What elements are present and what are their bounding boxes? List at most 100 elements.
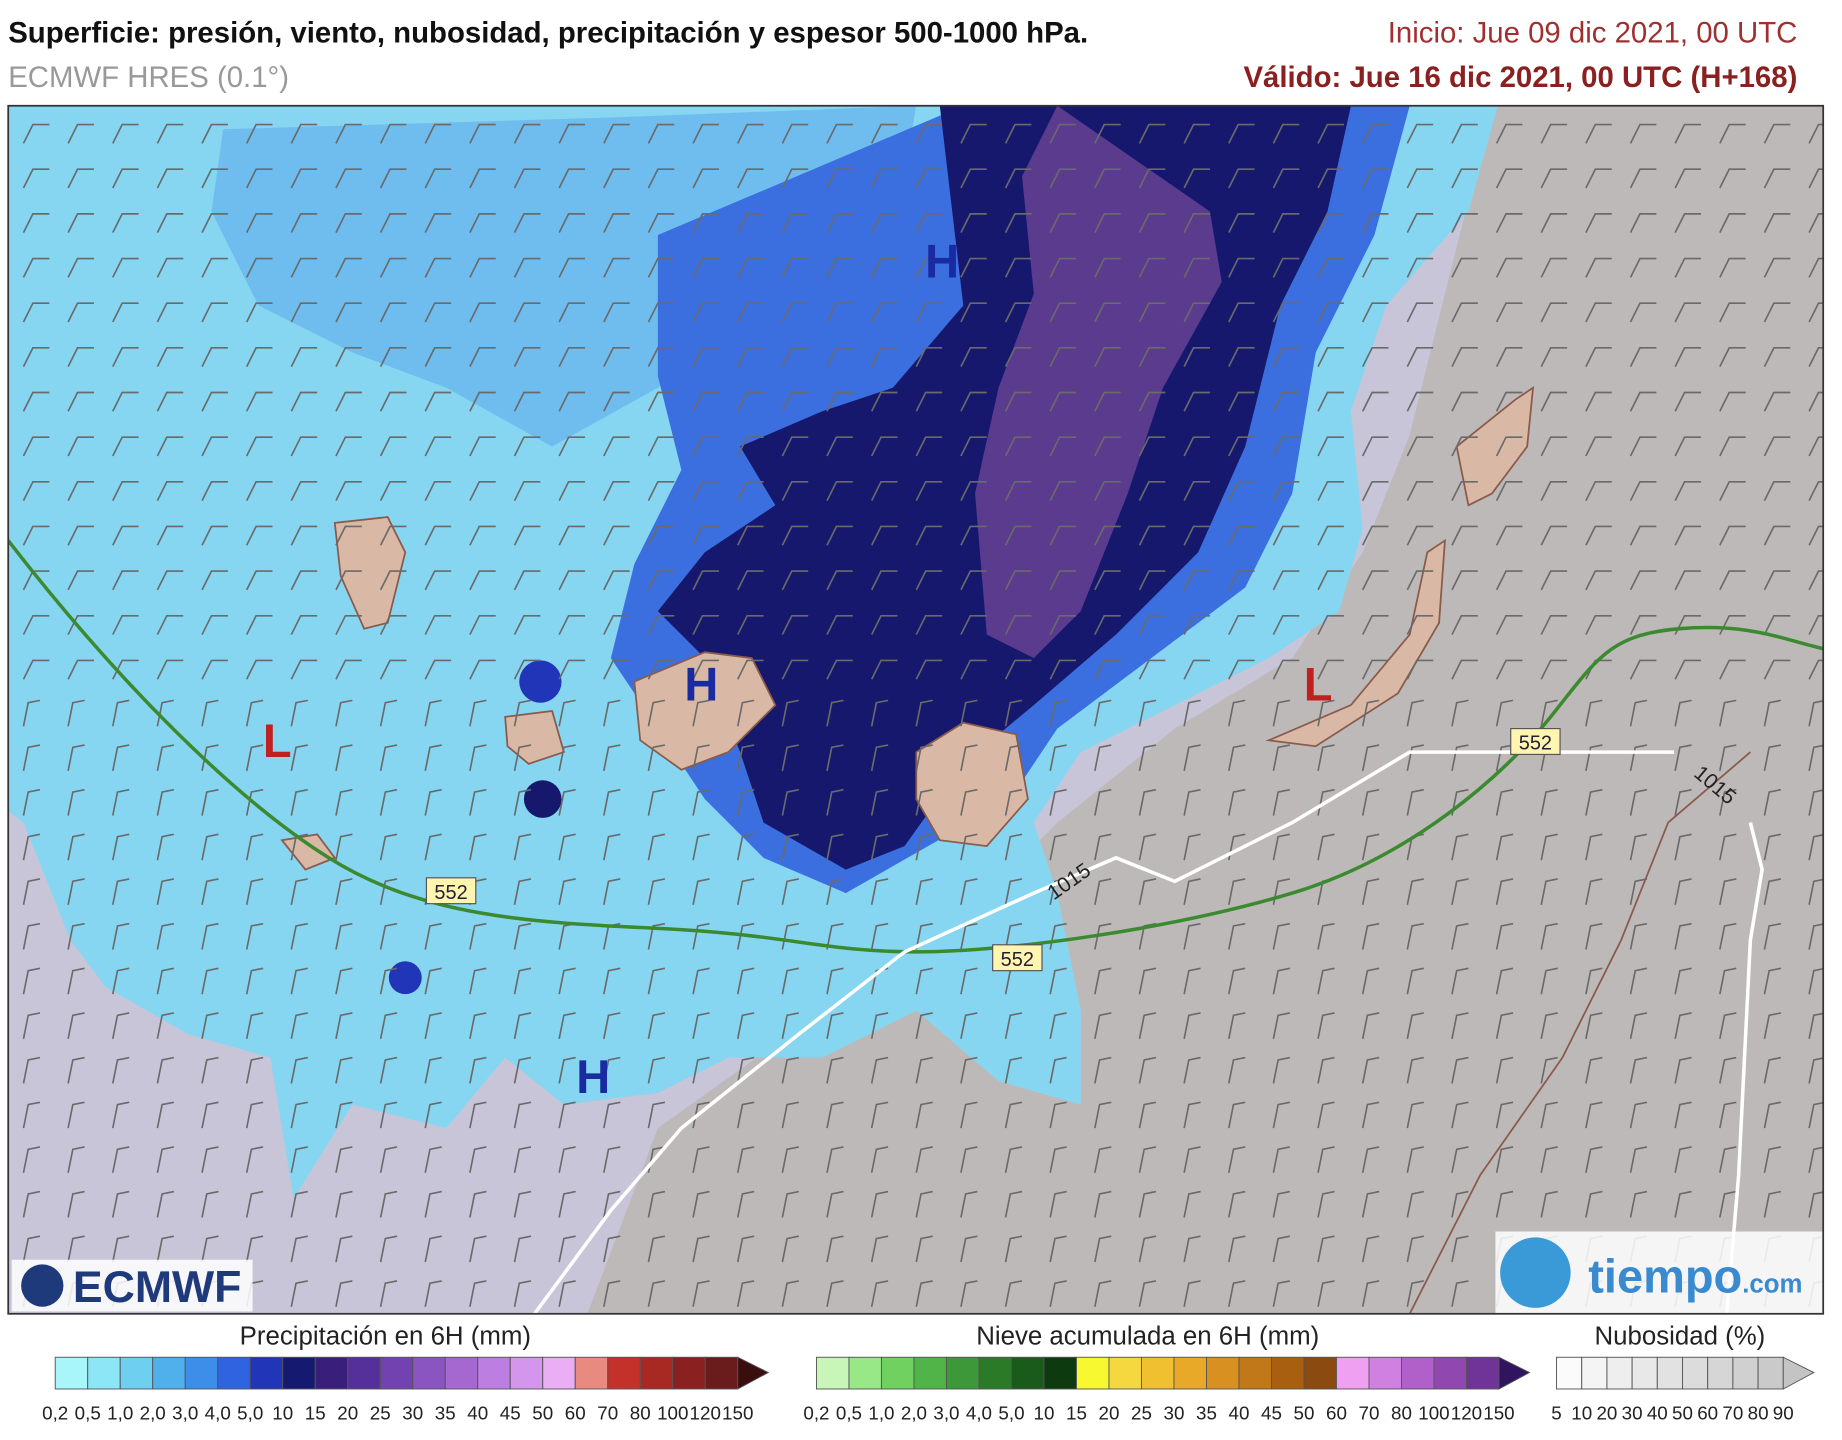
wind-barb <box>379 302 407 323</box>
wind-barb <box>558 1146 576 1173</box>
wind-barb <box>915 878 933 906</box>
ecmwf-logo: ECMWF <box>73 1263 242 1312</box>
wind-barb <box>1361 699 1380 727</box>
wind-barb <box>1719 788 1737 816</box>
wind-barb <box>22 302 50 323</box>
wind-barb <box>1540 1012 1558 1039</box>
wind-barb <box>1406 1056 1424 1084</box>
legend-swatch <box>249 1356 284 1390</box>
wind-barb <box>736 1012 755 1039</box>
wind-barb <box>1138 1280 1157 1307</box>
wind-barb <box>915 967 933 995</box>
wind-barb <box>692 1012 710 1039</box>
wind-barb <box>1004 788 1023 816</box>
wind-barb <box>469 302 496 323</box>
legend-swatch <box>54 1356 89 1390</box>
wind-barb <box>1183 1146 1201 1173</box>
wind-barb <box>1585 436 1612 457</box>
wind-barb <box>469 1056 487 1084</box>
wind-barb <box>1094 659 1121 680</box>
wind-barb <box>1451 967 1469 995</box>
wind-barb <box>1495 1146 1514 1173</box>
wind-barb <box>1719 213 1746 234</box>
wind-barb <box>915 1012 933 1039</box>
wind-barb <box>870 436 898 457</box>
wind-barb <box>736 967 755 995</box>
legend-label: 0,2 <box>803 1403 829 1424</box>
wind-barb <box>201 1056 219 1084</box>
wind-barb <box>1317 213 1344 234</box>
wind-barb <box>111 1012 130 1039</box>
wind-barb <box>1763 1056 1782 1084</box>
wind-barb <box>1004 1101 1023 1129</box>
wind-barb <box>335 744 353 772</box>
wind-barb <box>67 1190 85 1218</box>
wind-barb <box>1094 744 1112 772</box>
legend-label: 10 <box>1571 1403 1592 1424</box>
wind-barb <box>1495 168 1523 189</box>
wind-barb <box>424 213 452 234</box>
wind-barb <box>1361 1235 1380 1263</box>
wind-barb <box>647 878 666 906</box>
wind-barb <box>1361 744 1380 772</box>
tiempo-logo-main: tiempo <box>1588 1250 1742 1303</box>
wind-barb <box>1763 257 1791 278</box>
wind-barb <box>245 878 264 906</box>
wind-barb <box>737 570 764 591</box>
wind-barb <box>1674 788 1692 816</box>
wind-barb <box>736 922 755 950</box>
wind-barb <box>1094 1280 1112 1307</box>
wind-barb <box>603 1146 621 1173</box>
wind-barb <box>692 436 719 457</box>
wind-barb <box>67 525 94 546</box>
wind-barb <box>1808 744 1824 772</box>
legend-swatch <box>913 1356 947 1390</box>
wind-barb <box>112 168 139 189</box>
wind-barb <box>1495 302 1523 323</box>
wind-barb <box>1094 699 1112 727</box>
wind-barb <box>1004 878 1023 906</box>
wind-barb <box>1183 570 1210 591</box>
wind-barb <box>67 659 94 680</box>
wind-barb <box>1227 922 1246 950</box>
wind-barb <box>22 1101 41 1129</box>
legend-label: 45 <box>500 1403 521 1424</box>
wind-barb <box>1361 570 1389 591</box>
wind-barb <box>603 480 630 501</box>
wind-barb <box>156 788 175 816</box>
precip-max <box>975 105 1222 659</box>
wind-barb <box>737 525 764 546</box>
wind-barb <box>915 659 943 680</box>
precip-cell <box>388 961 422 995</box>
wind-barb <box>513 878 532 906</box>
wind-barb <box>67 1235 85 1263</box>
wind-barb <box>1317 1190 1335 1218</box>
wind-barb <box>379 1101 398 1129</box>
wind-barb <box>1808 923 1824 950</box>
wind-barb <box>1451 347 1478 368</box>
wind-barb <box>1585 168 1612 189</box>
wind-barb <box>379 347 407 368</box>
wind-barb <box>1540 788 1558 816</box>
wind-barb <box>647 614 675 635</box>
wind-barb <box>201 967 219 995</box>
wind-barb <box>67 1101 85 1129</box>
wind-barb <box>603 833 621 861</box>
wind-barb <box>335 570 362 591</box>
wind-barb <box>379 1012 398 1039</box>
wind-barb <box>1183 436 1210 457</box>
wind-barb <box>1361 788 1380 816</box>
wind-barb <box>737 213 764 234</box>
wind-barb <box>603 436 630 457</box>
wind-barb <box>960 1280 978 1307</box>
wind-barb <box>290 1280 308 1307</box>
wind-barb <box>826 922 844 950</box>
wind-barb <box>826 614 853 635</box>
wind-barb <box>424 1012 442 1039</box>
wind-barb <box>960 1190 978 1218</box>
wind-barb <box>1763 614 1791 635</box>
wind-barb <box>1674 302 1702 323</box>
wind-barb <box>558 1056 576 1084</box>
wind-barb <box>558 614 586 635</box>
wind-barb <box>1138 788 1157 816</box>
